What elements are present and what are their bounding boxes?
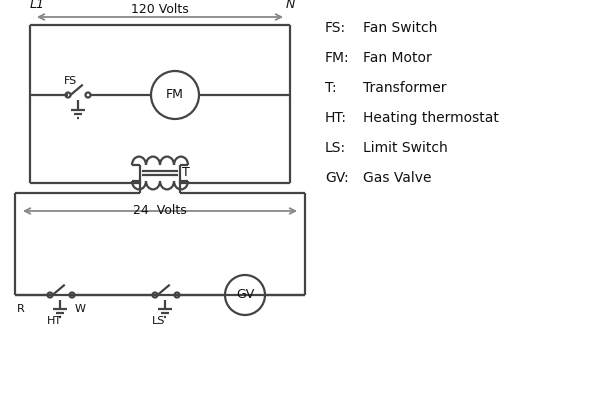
Text: HT: HT — [47, 316, 61, 326]
Text: GV:: GV: — [325, 171, 349, 185]
Text: L1: L1 — [30, 0, 45, 11]
Text: FS:: FS: — [325, 21, 346, 35]
Text: FM:: FM: — [325, 51, 350, 65]
Text: 120 Volts: 120 Volts — [131, 3, 189, 16]
Text: N: N — [286, 0, 294, 11]
Text: Gas Valve: Gas Valve — [363, 171, 431, 185]
Text: FM: FM — [166, 88, 184, 102]
Text: LS: LS — [152, 316, 166, 326]
Text: T:: T: — [325, 81, 337, 95]
Text: LS:: LS: — [325, 141, 346, 155]
Text: Heating thermostat: Heating thermostat — [363, 111, 499, 125]
Text: 24  Volts: 24 Volts — [133, 204, 187, 218]
Text: Fan Switch: Fan Switch — [363, 21, 437, 35]
Text: HT:: HT: — [325, 111, 347, 125]
Text: Fan Motor: Fan Motor — [363, 51, 432, 65]
Text: W: W — [75, 304, 86, 314]
Text: T: T — [182, 166, 190, 180]
Text: R: R — [17, 304, 25, 314]
Text: GV: GV — [236, 288, 254, 302]
Text: Limit Switch: Limit Switch — [363, 141, 448, 155]
Text: Transformer: Transformer — [363, 81, 447, 95]
Text: FS: FS — [64, 76, 77, 86]
